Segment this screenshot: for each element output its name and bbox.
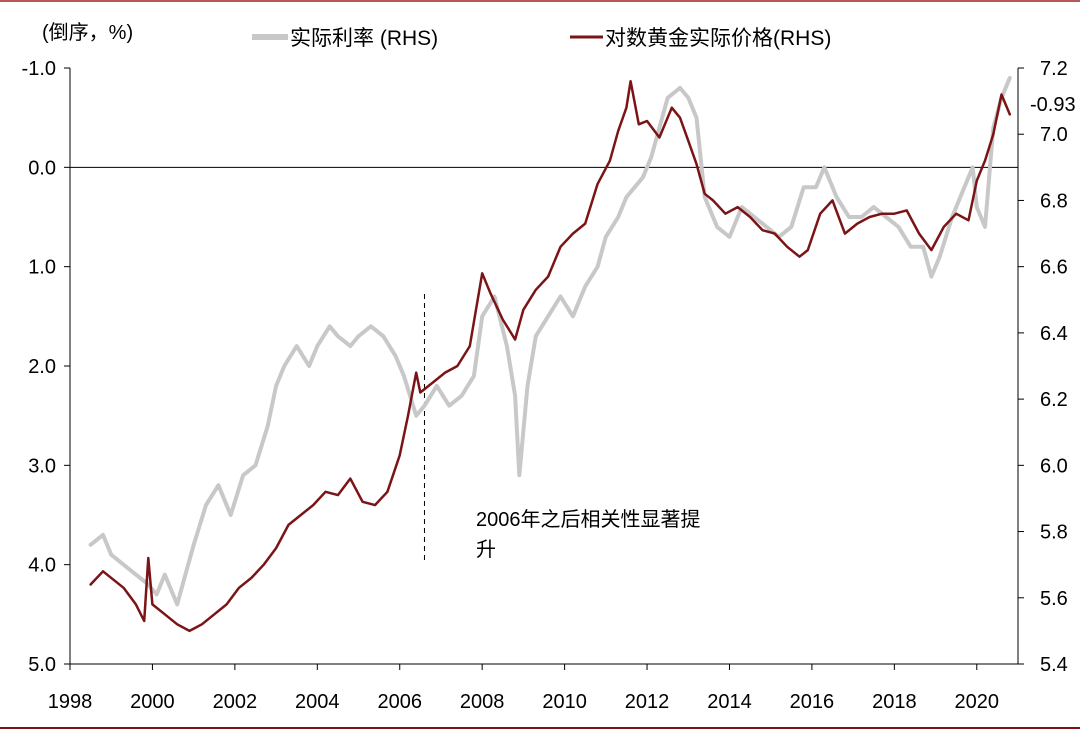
x-tick-label: 2010	[542, 691, 587, 713]
x-tick-label: 2008	[460, 691, 505, 713]
right-tick-label: 7.2	[1040, 58, 1068, 80]
left-tick-label: 5.0	[28, 654, 56, 676]
end-value-label: -0.93	[1030, 94, 1076, 116]
annotation-text-line2: 升	[476, 538, 496, 561]
right-tick-label: 5.8	[1040, 522, 1068, 544]
right-tick-label: 6.2	[1040, 389, 1068, 411]
right-tick-label: 7.0	[1040, 124, 1068, 146]
x-tick-label: 2002	[213, 691, 258, 713]
x-tick-label: 2018	[872, 691, 917, 713]
x-tick-label: 2020	[955, 691, 1000, 713]
x-tick-label: 1998	[48, 691, 93, 713]
x-tick-label: 2014	[707, 691, 752, 713]
x-tick-label: 2016	[790, 691, 835, 713]
left-tick-label: 3.0	[28, 455, 56, 477]
series-line-gold-price	[89, 79, 1012, 633]
left-axis-label: (倒序，%)	[42, 21, 133, 44]
legend-label-real-rate: 实际利率 (RHS)	[290, 27, 438, 50]
left-tick-label: 0.0	[28, 157, 56, 179]
right-tick-label: 5.6	[1040, 588, 1068, 610]
annotation-text-line1: 2006年之后相关性显著提	[476, 508, 701, 531]
left-tick-label: 2.0	[28, 356, 56, 378]
x-tick-label: 2000	[130, 691, 175, 713]
legend-label-gold: 对数黄金实际价格(RHS)	[605, 27, 831, 50]
right-tick-label: 6.0	[1040, 455, 1068, 477]
series-line-real-rate	[88, 75, 1012, 607]
right-tick-label: 6.4	[1040, 323, 1068, 345]
x-tick-label: 2004	[295, 691, 340, 713]
series-layer	[88, 75, 1012, 633]
left-tick-label: 4.0	[28, 555, 56, 577]
left-tick-label: -1.0	[22, 58, 56, 80]
left-tick-label: 1.0	[28, 257, 56, 279]
x-tick-label: 2006	[377, 691, 422, 713]
axes: -1.0 0.0 1.0 2.0 3.0 4.0 5.0 7.2 7.0 6.8 6.6 6.4 6.2…	[22, 58, 1068, 713]
right-tick-label: 6.6	[1040, 257, 1068, 279]
right-tick-label: 6.8	[1040, 190, 1068, 212]
right-tick-label: 5.4	[1040, 654, 1068, 676]
legend: 实际利率 (RHS) 对数黄金实际价格(RHS)	[252, 27, 831, 50]
x-tick-label: 2012	[625, 691, 670, 713]
